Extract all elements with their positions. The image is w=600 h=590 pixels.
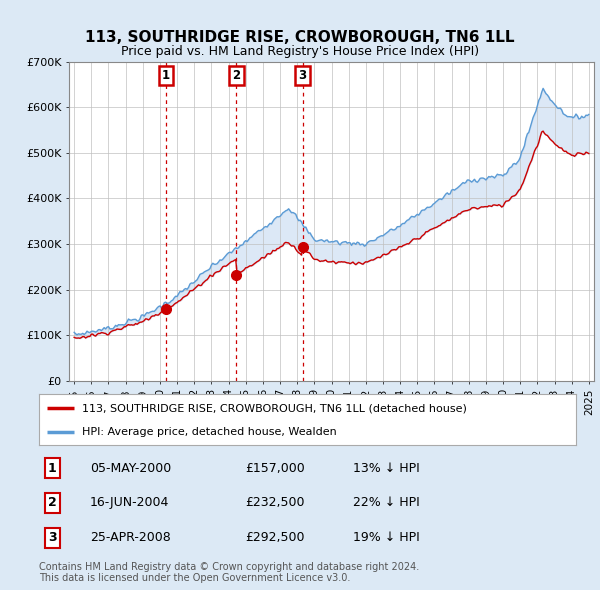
- Text: 2: 2: [232, 69, 241, 82]
- Text: Price paid vs. HM Land Registry's House Price Index (HPI): Price paid vs. HM Land Registry's House …: [121, 45, 479, 58]
- Text: 113, SOUTHRIDGE RISE, CROWBOROUGH, TN6 1LL (detached house): 113, SOUTHRIDGE RISE, CROWBOROUGH, TN6 1…: [82, 403, 467, 413]
- Text: 13% ↓ HPI: 13% ↓ HPI: [353, 461, 420, 474]
- Text: 25-APR-2008: 25-APR-2008: [90, 532, 171, 545]
- Text: This data is licensed under the Open Government Licence v3.0.: This data is licensed under the Open Gov…: [39, 573, 350, 584]
- Text: 1: 1: [48, 461, 57, 474]
- Text: 1: 1: [162, 69, 170, 82]
- Text: 19% ↓ HPI: 19% ↓ HPI: [353, 532, 420, 545]
- Text: 22% ↓ HPI: 22% ↓ HPI: [353, 496, 420, 510]
- Text: Contains HM Land Registry data © Crown copyright and database right 2024.: Contains HM Land Registry data © Crown c…: [39, 562, 419, 572]
- Text: 05-MAY-2000: 05-MAY-2000: [90, 461, 171, 474]
- Text: £157,000: £157,000: [246, 461, 305, 474]
- Text: £232,500: £232,500: [246, 496, 305, 510]
- Text: 3: 3: [48, 532, 57, 545]
- Text: 2: 2: [48, 496, 57, 510]
- Text: 16-JUN-2004: 16-JUN-2004: [90, 496, 169, 510]
- Text: 3: 3: [299, 69, 307, 82]
- Text: £292,500: £292,500: [246, 532, 305, 545]
- Text: HPI: Average price, detached house, Wealden: HPI: Average price, detached house, Weal…: [82, 428, 337, 437]
- Text: 113, SOUTHRIDGE RISE, CROWBOROUGH, TN6 1LL: 113, SOUTHRIDGE RISE, CROWBOROUGH, TN6 1…: [85, 30, 515, 44]
